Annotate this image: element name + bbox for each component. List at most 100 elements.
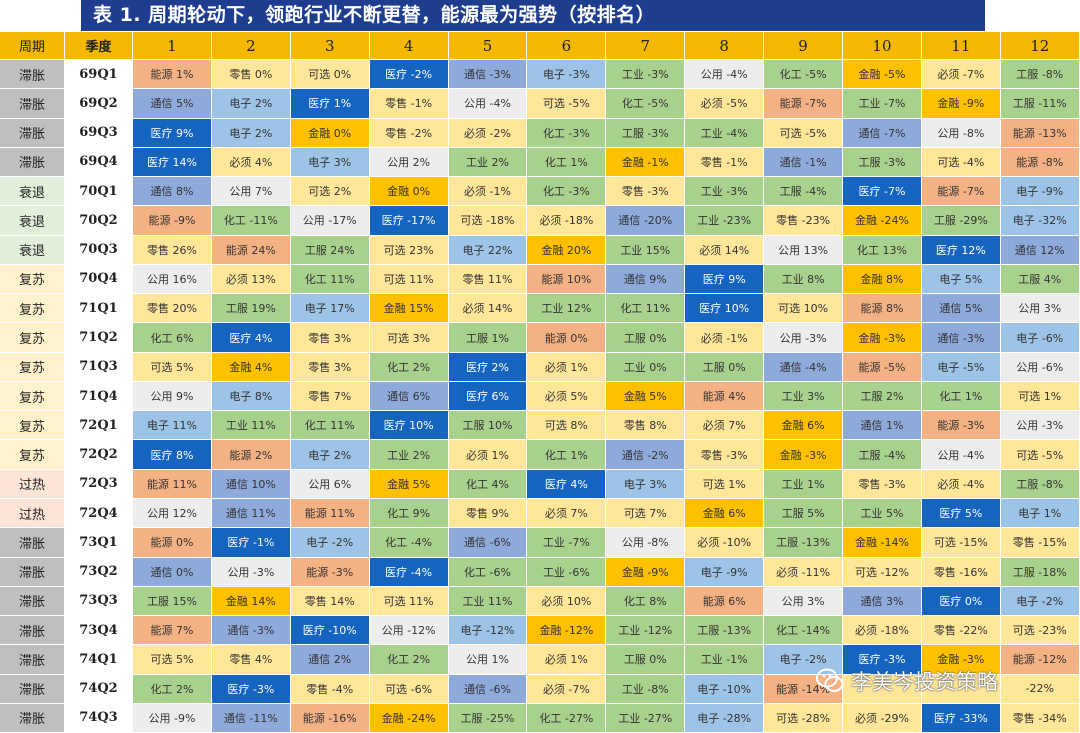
rank-cell: 可选 1%	[685, 469, 765, 499]
rank-cell: 工业 -8%	[606, 674, 686, 704]
quarter-cell: 71Q4	[65, 381, 133, 412]
rank-cell: 电子 -2%	[1000, 586, 1080, 617]
rank-cell: 化工 9%	[369, 498, 449, 529]
table-row: 滞胀 69Q1 能源 1% 零售 0% 可选 0% 医疗 -2% 通信 -3% 电子 -3% 工…	[0, 60, 1080, 90]
rank-cell: 零售 11%	[448, 264, 528, 295]
rank-cell: 化工 11%	[290, 264, 370, 295]
rank-cell: 能源 0%	[527, 323, 607, 353]
rank-cell: 医疗 1%	[290, 89, 370, 119]
quarter-cell: 74Q2	[65, 674, 133, 704]
rank-cell: 必须 14%	[448, 294, 528, 324]
rank-cell: 工服 15%	[133, 586, 212, 617]
rank-cell: 可选 5%	[133, 352, 212, 382]
rank-cell: 可选 23%	[369, 235, 449, 265]
rank-cell: 能源 -12%	[1000, 645, 1080, 675]
rank-cell: 能源 -14%	[764, 674, 844, 704]
rank-cell: 金融 -1%	[606, 147, 686, 178]
quarter-cell: 71Q1	[65, 294, 133, 324]
table-row: 复苏 71Q4 公用 9% 电子 8% 零售 7% 通信 6% 医疗 6% 必须 5% 金融 5…	[0, 381, 1080, 412]
rank-cell: 通信 9%	[606, 264, 686, 295]
rank-cell: 必须 -7%	[527, 674, 607, 704]
quarter-cell: 69Q3	[65, 118, 133, 148]
rank-cell: 能源 -9%	[133, 206, 212, 236]
rank-cell: 公用 -4%	[921, 440, 1001, 470]
rank-cell: 医疗 6%	[448, 381, 528, 412]
rank-cell: 工业 -4%	[685, 118, 765, 148]
rank-cell: 化工 -5%	[764, 60, 844, 90]
rank-cell: 工服 -4%	[843, 440, 922, 470]
header-rank: 10	[843, 32, 922, 60]
rank-cell: 化工 11%	[290, 411, 370, 441]
rank-cell: 医疗 2%	[448, 352, 528, 382]
rank-cell: 通信 -20%	[606, 206, 686, 236]
rank-cell: 必须 -2%	[448, 118, 528, 148]
rank-cell: 金融 6%	[685, 498, 765, 529]
table-row: 过热 72Q3 能源 11% 通信 10% 公用 6% 金融 5% 化工 4% 医疗 4% 电子…	[0, 469, 1080, 499]
rank-cell: 通信 0%	[133, 557, 212, 587]
rank-cell: 必须 -18%	[843, 616, 922, 646]
rank-cell: 工业 0%	[606, 352, 686, 382]
rank-cell: 能源 2%	[211, 440, 291, 470]
rank-cell: 可选 -28%	[764, 703, 844, 733]
rank-cell: 通信 -7%	[843, 118, 922, 148]
rank-cell: 金融 -5%	[843, 60, 922, 90]
table-row: 滞胀 73Q2 通信 0% 公用 -3% 能源 -3% 医疗 -4% 化工 -6% 工业 -6…	[0, 557, 1080, 587]
rank-cell: 零售 9%	[448, 498, 528, 529]
rank-cell: 医疗 -3%	[843, 645, 922, 675]
rank-cell: -22%	[1000, 674, 1080, 704]
quarter-cell: 72Q2	[65, 440, 133, 470]
table-header-row: 周期 季度 1 2 3 4 5 6 7 8 9 10 11 12	[0, 32, 1080, 60]
rank-cell: 金融 -24%	[369, 703, 449, 733]
rank-cell: 可选 2%	[290, 177, 370, 207]
rank-cell: 可选 10%	[764, 294, 844, 324]
table-row: 滞胀 69Q4 医疗 14% 必须 4% 电子 3% 公用 2% 工业 2% 化工 1% 金融 …	[0, 147, 1080, 178]
period-cell: 复苏	[0, 381, 65, 412]
rank-cell: 金融 5%	[369, 469, 449, 499]
rank-cell: 金融 -14%	[843, 528, 922, 558]
rank-cell: 零售 -2%	[369, 118, 449, 148]
rank-cell: 零售 -1%	[685, 147, 765, 178]
period-cell: 滞胀	[0, 645, 65, 675]
rank-cell: 金融 -3%	[843, 323, 922, 353]
rank-cell: 工服 5%	[764, 498, 844, 529]
rank-cell	[843, 674, 922, 704]
rank-cell: 可选 -5%	[527, 89, 607, 119]
rank-cell: 能源 24%	[211, 235, 291, 265]
rank-cell: 工业 -23%	[685, 206, 765, 236]
rank-cell: 能源 -3%	[290, 557, 370, 587]
quarter-cell: 71Q2	[65, 323, 133, 353]
table-row: 复苏 71Q2 化工 6% 医疗 4% 零售 3% 可选 3% 工服 1% 能源 0% 工服 0…	[0, 323, 1080, 353]
rank-cell: 公用 -6%	[1000, 352, 1080, 382]
period-cell: 复苏	[0, 294, 65, 324]
rank-cell: 公用 -3%	[211, 557, 291, 587]
rank-cell: 公用 -4%	[448, 89, 528, 119]
rank-cell: 公用 -17%	[290, 206, 370, 236]
rank-cell: 电子 -10%	[685, 674, 765, 704]
rank-cell: 可选 8%	[527, 411, 607, 441]
rank-cell: 电子 -9%	[1000, 177, 1080, 207]
rank-cell: 工服 -8%	[1000, 469, 1080, 499]
rank-cell: 工业 2%	[448, 147, 528, 178]
rank-cell: 化工 -5%	[606, 89, 686, 119]
rank-cell: 电子 8%	[211, 381, 291, 412]
rank-cell: 必须 -1%	[448, 177, 528, 207]
rank-cell: 工服 -3%	[606, 118, 686, 148]
rank-cell: 工服 -25%	[448, 703, 528, 733]
rank-cell: 工服 -18%	[1000, 557, 1080, 587]
table-row: 复苏 71Q1 零售 20% 工服 19% 电子 17% 金融 15% 必须 14% 工业 1…	[0, 294, 1080, 324]
rank-cell: 工业 3%	[764, 381, 844, 412]
rank-cell: 医疗 -4%	[369, 557, 449, 587]
rank-cell: 金融 -3%	[921, 645, 1001, 675]
rank-cell: 工业 1%	[764, 469, 844, 499]
rank-cell: 能源 10%	[527, 264, 607, 295]
period-cell: 滞胀	[0, 586, 65, 617]
rank-cell: 金融 -3%	[764, 440, 844, 470]
rank-cell: 必须 13%	[211, 264, 291, 295]
rank-cell: 电子 -2%	[290, 528, 370, 558]
rank-cell: 公用 -3%	[1000, 411, 1080, 441]
rank-cell: 金融 20%	[527, 235, 607, 265]
rank-cell: 能源 -7%	[921, 177, 1001, 207]
rank-cell: 公用 -8%	[921, 118, 1001, 148]
rank-cell: 医疗 10%	[369, 411, 449, 441]
rank-cell: 工业 2%	[369, 440, 449, 470]
